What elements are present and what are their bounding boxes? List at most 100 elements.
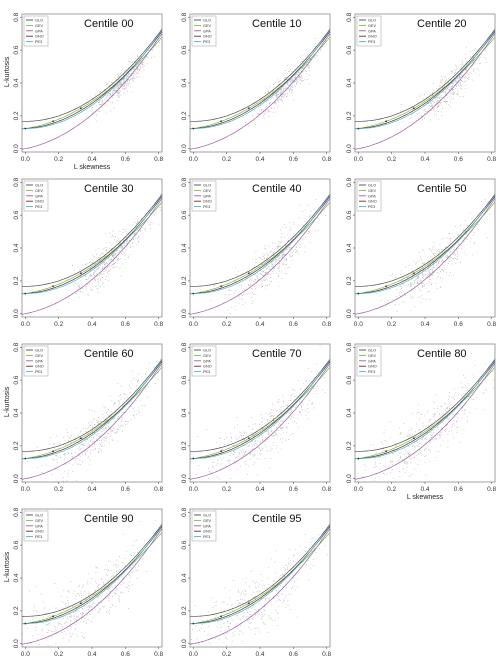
scatter-point [233,451,235,453]
scatter-point [68,453,70,454]
scatter-point [260,257,262,259]
scatter-point [119,556,120,558]
scatter-point [118,595,120,597]
scatter-point [478,58,480,60]
scatter-point [41,628,43,630]
scatter-point [425,454,427,456]
chart-title: Centile 50 [417,183,467,195]
scatter-point [108,81,110,83]
scatter-point [446,88,448,89]
scatter-point [448,86,450,88]
y-tick-label: 0.0 [13,309,20,318]
scatter-point [278,258,280,260]
scatter-point [456,88,458,90]
scatter-point [112,604,114,606]
scatter-point [258,256,260,258]
scatter-point [289,90,290,92]
scatter-point [67,440,69,441]
scatter-point [126,76,128,78]
scatter-point [232,632,234,634]
scatter-point [272,248,274,250]
scatter-point [464,75,466,77]
scatter-point [89,459,91,461]
curve-glo [22,523,162,617]
reference-point [79,272,82,275]
scatter-point [276,612,278,613]
scatter-point [311,402,313,404]
scatter-point [116,257,118,258]
scatter-point [233,634,235,636]
scatter-point [392,452,394,454]
scatter-point [264,423,266,425]
curve-gev [355,201,495,295]
scatter-point [138,76,140,78]
scatter-point [300,411,301,413]
scatter-point [287,600,289,602]
scatter-point [70,580,72,582]
scatter-point [292,79,294,81]
scatter-point [118,96,120,98]
scatter-point [300,69,302,71]
y-tick-label: 0.4 [346,243,353,252]
scatter-point [85,263,87,265]
scatter-point [271,604,273,606]
legend-label: GPA [35,29,43,33]
scatter-point [287,78,289,79]
scatter-point [243,451,245,453]
y-tick-label: 0.0 [181,474,188,483]
scatter-point [280,420,282,422]
scatter-point [417,280,419,282]
scatter-point [312,387,314,389]
scatter-point [132,370,134,372]
scatter-point [461,81,463,83]
scatter-point [273,434,275,436]
scatter-point [447,408,449,410]
scatter-point [414,282,416,283]
scatter-point [146,56,148,58]
scatter-point [239,431,241,433]
scatter-point [246,603,248,604]
scatter-point [260,110,262,112]
scatter-point [284,272,286,274]
scatter-point [239,599,241,600]
scatter-point [106,82,108,84]
scatter-point [119,243,121,245]
scatter-point [155,211,157,213]
scatter-point [118,251,120,253]
scatter-point [266,278,267,280]
scatter-point [437,111,439,112]
scatter-point [440,445,442,447]
scatter-point [91,107,93,108]
scatter-point [69,462,70,464]
scatter-point [137,56,139,58]
y-tick-label: 0.6 [181,45,188,54]
scatter-point [281,574,283,576]
scatter-point [442,269,444,271]
scatter-point [293,554,295,556]
scatter-point [245,461,247,463]
scatter-point [243,435,245,436]
scatter-point [269,413,271,415]
scatter-point [409,285,411,287]
scatter-point [105,597,107,599]
scatter-point [281,578,283,580]
scatter-point [98,421,100,423]
scatter-point [273,86,275,88]
scatter-point [411,434,413,436]
scatter-point [103,271,105,272]
scatter-point [251,303,253,304]
scatter-point [278,245,280,247]
scatter-point [244,289,246,291]
scatter-point [291,70,293,72]
scatter-point [436,435,438,437]
scatter-point [455,66,457,68]
scatter-point [448,419,450,420]
scatter-point [83,428,85,430]
scatter-point [252,423,254,425]
scatter-point [111,264,113,266]
scatter-point [432,433,434,435]
scatter-point [99,443,101,445]
reference-point [192,127,195,130]
scatter-point [448,399,449,401]
scatter-point [438,435,440,437]
